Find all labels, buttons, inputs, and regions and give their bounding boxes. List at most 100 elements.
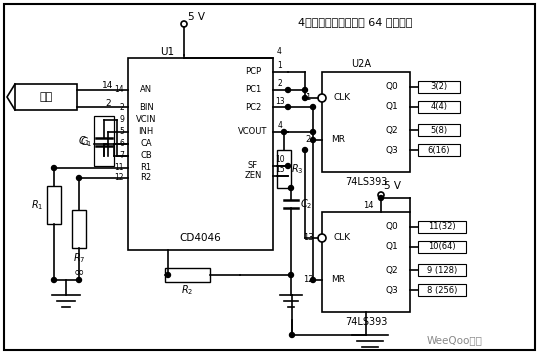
Circle shape (310, 104, 315, 109)
Text: MR: MR (331, 275, 345, 285)
Text: 5: 5 (119, 127, 124, 137)
Text: 4: 4 (278, 121, 282, 131)
Text: Q2: Q2 (386, 126, 398, 135)
Circle shape (181, 21, 187, 27)
Circle shape (77, 176, 81, 181)
Circle shape (378, 192, 384, 198)
Text: 5 V: 5 V (188, 12, 204, 22)
Circle shape (302, 87, 308, 92)
Circle shape (52, 166, 57, 171)
Bar (418, 81, 460, 93)
Text: Q3: Q3 (385, 285, 398, 295)
Circle shape (310, 278, 315, 282)
Text: 8 (256): 8 (256) (427, 285, 457, 295)
Text: 14: 14 (114, 86, 124, 95)
Bar (418, 264, 466, 276)
Text: 输入: 输入 (39, 92, 53, 102)
Text: 7: 7 (119, 152, 124, 160)
Bar (418, 241, 466, 253)
Text: 74LS393: 74LS393 (345, 317, 387, 327)
Bar (72, 210, 86, 248)
Circle shape (288, 185, 294, 190)
Text: 11: 11 (114, 164, 124, 172)
Text: CLK: CLK (334, 234, 350, 242)
Text: 74LS393: 74LS393 (345, 177, 387, 187)
Text: ∞: ∞ (74, 266, 84, 279)
Circle shape (101, 118, 107, 122)
Circle shape (288, 273, 294, 278)
Text: SF: SF (248, 161, 258, 171)
Text: 10(64): 10(64) (428, 242, 456, 251)
Circle shape (302, 148, 308, 153)
Text: Q1: Q1 (385, 103, 398, 112)
Text: 11(32): 11(32) (428, 223, 456, 232)
Bar (322, 212, 410, 312)
Text: 10: 10 (275, 155, 285, 165)
Text: 4端的输出即为所需的 64 信步信号: 4端的输出即为所需的 64 信步信号 (298, 17, 412, 27)
Circle shape (286, 164, 291, 169)
Bar (128, 58, 273, 250)
Text: PC2: PC2 (245, 103, 261, 112)
Text: $C_1$: $C_1$ (78, 134, 90, 148)
Text: 4(4): 4(4) (431, 103, 447, 112)
Text: $C_1$: $C_1$ (80, 135, 92, 149)
Text: 14: 14 (102, 81, 114, 91)
Text: Q0: Q0 (385, 82, 398, 91)
Bar (418, 284, 466, 296)
Text: R1: R1 (141, 164, 151, 172)
Text: VCIN: VCIN (136, 115, 156, 125)
Text: 12: 12 (114, 173, 124, 183)
Text: $R_1$: $R_1$ (31, 198, 43, 212)
Text: MR: MR (331, 136, 345, 144)
Circle shape (281, 130, 287, 135)
Bar (418, 221, 466, 233)
Text: U2A: U2A (351, 59, 371, 69)
Bar (47, 186, 61, 224)
Text: Q1: Q1 (385, 242, 398, 251)
Text: CB: CB (140, 152, 152, 160)
Text: $C_2$: $C_2$ (300, 197, 312, 211)
Text: 6: 6 (119, 139, 124, 148)
Text: 2: 2 (306, 136, 310, 144)
Text: 6(16): 6(16) (428, 145, 450, 154)
Bar (418, 101, 460, 113)
Circle shape (318, 234, 326, 242)
Text: 14: 14 (363, 201, 374, 211)
Text: 5 V: 5 V (384, 181, 400, 191)
Text: $R_7$: $R_7$ (73, 251, 85, 265)
Text: CA: CA (140, 139, 152, 148)
Text: CLK: CLK (334, 93, 350, 103)
Text: 5(8): 5(8) (431, 126, 447, 135)
Text: BIN: BIN (139, 103, 154, 112)
Bar (322, 72, 410, 172)
Text: $R_2$: $R_2$ (181, 283, 193, 297)
Bar (418, 144, 460, 156)
Circle shape (289, 332, 294, 337)
Circle shape (378, 195, 384, 200)
Circle shape (310, 137, 315, 143)
Circle shape (302, 96, 308, 101)
Text: $R_3$: $R_3$ (291, 162, 303, 176)
Text: Q3: Q3 (385, 145, 398, 154)
Text: Q0: Q0 (385, 223, 398, 232)
Text: 13: 13 (275, 97, 285, 105)
Text: 2: 2 (105, 98, 111, 108)
Circle shape (286, 104, 291, 109)
Text: WeeQoo维库: WeeQoo维库 (427, 335, 483, 345)
Text: 2: 2 (278, 80, 282, 88)
Circle shape (77, 278, 81, 282)
Circle shape (318, 94, 326, 102)
Text: PC1: PC1 (245, 86, 261, 95)
Text: ZEN: ZEN (244, 171, 262, 181)
Text: 15: 15 (275, 166, 285, 175)
Text: 3(2): 3(2) (431, 82, 447, 91)
Text: 13: 13 (303, 234, 313, 242)
Text: 2: 2 (119, 103, 124, 112)
Text: INH: INH (139, 127, 154, 137)
Text: CD4046: CD4046 (179, 233, 221, 243)
Text: U1: U1 (160, 47, 174, 57)
Text: 9: 9 (119, 115, 124, 125)
Bar (418, 124, 460, 136)
Text: VCOUT: VCOUT (238, 127, 268, 137)
Text: PCP: PCP (245, 68, 261, 76)
